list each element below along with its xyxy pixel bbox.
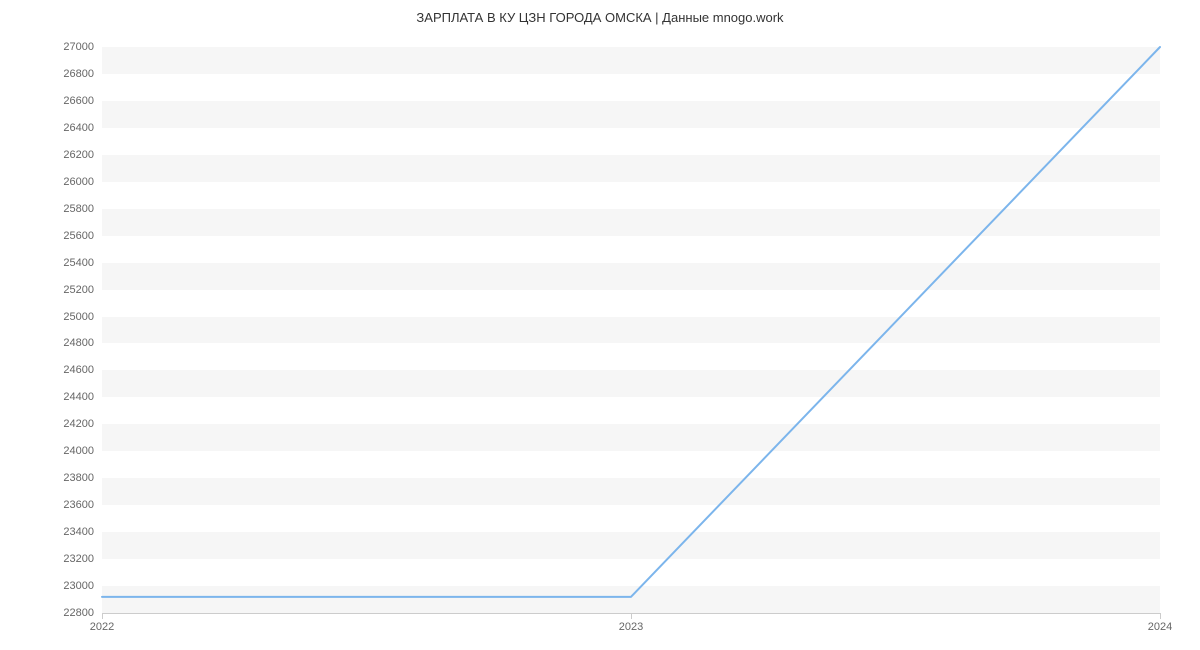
- line-series: [102, 47, 1160, 597]
- x-tick-mark: [1160, 613, 1161, 619]
- y-tick-label: 22800: [63, 607, 94, 619]
- y-tick-label: 23200: [63, 553, 94, 565]
- y-tick-label: 25600: [63, 230, 94, 242]
- y-tick-label: 25000: [63, 311, 94, 323]
- x-tick-label: 2022: [90, 621, 114, 633]
- y-tick-label: 26400: [63, 122, 94, 134]
- y-tick-label: 23800: [63, 472, 94, 484]
- y-tick-label: 25800: [63, 203, 94, 215]
- y-tick-label: 23600: [63, 499, 94, 511]
- y-tick-label: 26200: [63, 149, 94, 161]
- y-tick-label: 24600: [63, 364, 94, 376]
- y-tick-label: 25400: [63, 257, 94, 269]
- y-tick-label: 25200: [63, 284, 94, 296]
- x-tick-label: 2023: [619, 621, 643, 633]
- y-tick-label: 24800: [63, 337, 94, 349]
- y-tick-label: 24400: [63, 391, 94, 403]
- y-tick-label: 26000: [63, 176, 94, 188]
- y-tick-label: 24200: [63, 418, 94, 430]
- chart-container: ЗАРПЛАТА В КУ ЦЗН ГОРОДА ОМСКА | Данные …: [0, 0, 1200, 650]
- plot-area: 2280023000232002340023600238002400024200…: [102, 47, 1160, 613]
- y-tick-label: 27000: [63, 41, 94, 53]
- y-tick-label: 24000: [63, 445, 94, 457]
- y-tick-label: 23400: [63, 526, 94, 538]
- line-series-layer: [102, 47, 1160, 613]
- x-tick-mark: [102, 613, 103, 619]
- y-tick-label: 23000: [63, 580, 94, 592]
- x-tick-mark: [631, 613, 632, 619]
- chart-title: ЗАРПЛАТА В КУ ЦЗН ГОРОДА ОМСКА | Данные …: [0, 0, 1200, 25]
- x-tick-label: 2024: [1148, 621, 1172, 633]
- y-tick-label: 26800: [63, 68, 94, 80]
- y-tick-label: 26600: [63, 95, 94, 107]
